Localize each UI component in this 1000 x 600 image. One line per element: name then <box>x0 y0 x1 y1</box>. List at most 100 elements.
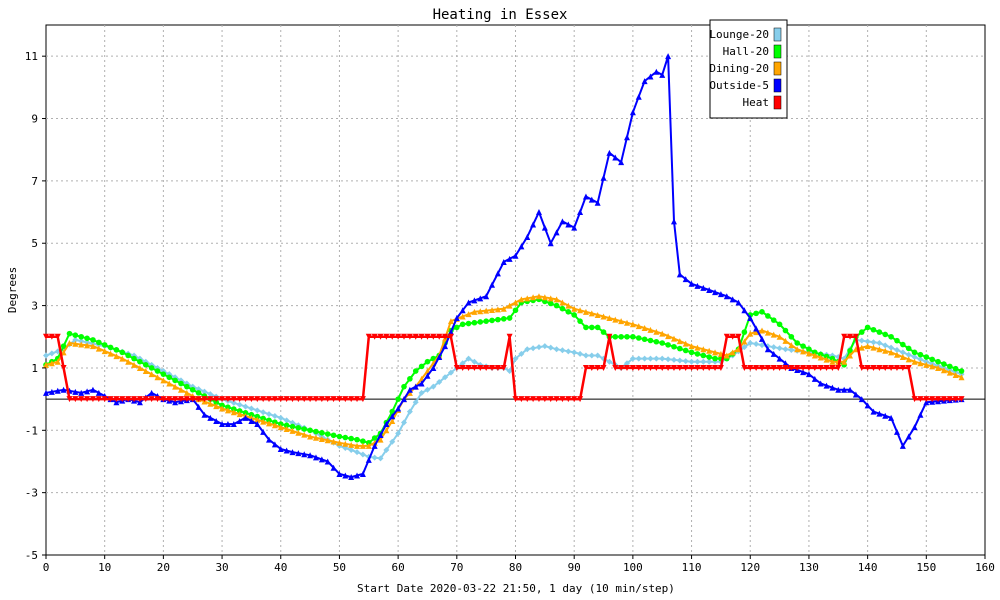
data-point-hall-20 <box>67 331 73 337</box>
data-point-hall-20 <box>137 359 143 365</box>
data-point-hall-20 <box>882 332 888 338</box>
data-point-hall-20 <box>906 346 912 352</box>
data-point-hall-20 <box>677 346 683 352</box>
data-point-hall-20 <box>959 368 965 374</box>
legend-swatch-outside-5 <box>774 79 781 92</box>
data-point-hall-20 <box>90 337 96 343</box>
data-point-hall-20 <box>331 432 337 438</box>
data-point-hall-20 <box>119 350 125 356</box>
data-point-hall-20 <box>343 435 349 441</box>
data-point-hall-20 <box>96 340 102 346</box>
data-point-hall-20 <box>190 387 196 393</box>
data-point-hall-20 <box>595 325 601 331</box>
data-point-hall-20 <box>161 371 167 377</box>
y-axis-label: Degrees <box>6 267 19 313</box>
data-point-hall-20 <box>577 318 583 324</box>
data-point-hall-20 <box>307 427 313 433</box>
data-point-hall-20 <box>759 309 765 315</box>
data-point-hall-20 <box>659 340 665 346</box>
data-point-hall-20 <box>953 366 959 372</box>
x-tick-label: 110 <box>682 561 702 574</box>
data-point-hall-20 <box>125 353 131 359</box>
data-point-hall-20 <box>654 339 660 345</box>
data-point-hall-20 <box>513 307 519 313</box>
chart-title: Heating in Essex <box>433 7 568 23</box>
data-point-hall-20 <box>149 365 155 371</box>
data-point-hall-20 <box>114 347 120 353</box>
data-point-hall-20 <box>73 332 79 338</box>
data-point-hall-20 <box>935 359 941 365</box>
data-point-hall-20 <box>742 329 748 335</box>
data-point-hall-20 <box>771 317 777 323</box>
data-point-hall-20 <box>877 329 883 335</box>
data-point-hall-20 <box>783 328 789 334</box>
data-point-hall-20 <box>683 348 689 354</box>
data-point-hall-20 <box>172 378 178 384</box>
data-point-hall-20 <box>296 425 302 431</box>
data-point-hall-20 <box>501 316 507 322</box>
x-tick-label: 50 <box>333 561 346 574</box>
data-point-hall-20 <box>301 426 307 432</box>
x-tick-label: 100 <box>623 561 643 574</box>
data-point-hall-20 <box>395 396 401 402</box>
data-point-hall-20 <box>507 315 513 321</box>
data-point-hall-20 <box>777 321 783 327</box>
data-point-hall-20 <box>665 342 671 348</box>
x-tick-label: 10 <box>98 561 111 574</box>
data-point-hall-20 <box>548 301 554 307</box>
data-point-hall-20 <box>636 335 642 341</box>
data-point-hall-20 <box>554 303 560 309</box>
y-tick-label: 11 <box>25 50 38 63</box>
x-tick-label: 20 <box>157 561 170 574</box>
data-point-hall-20 <box>859 329 865 335</box>
x-tick-label: 0 <box>43 561 50 574</box>
legend-swatch-lounge-20 <box>774 28 781 41</box>
y-tick-label: -3 <box>25 487 38 500</box>
data-point-hall-20 <box>601 329 607 335</box>
x-tick-label: 30 <box>215 561 228 574</box>
data-point-hall-20 <box>912 350 918 356</box>
data-point-hall-20 <box>483 318 489 324</box>
data-point-hall-20 <box>941 361 947 367</box>
data-point-hall-20 <box>454 325 460 331</box>
x-tick-label: 70 <box>450 561 463 574</box>
data-point-hall-20 <box>425 359 431 365</box>
data-point-hall-20 <box>560 306 566 312</box>
legend-swatch-heat <box>774 96 781 109</box>
data-point-hall-20 <box>794 340 800 346</box>
data-point-hall-20 <box>184 384 190 390</box>
data-point-hall-20 <box>871 327 877 333</box>
data-point-hall-20 <box>701 353 707 359</box>
y-tick-label: 7 <box>31 175 38 188</box>
data-point-hall-20 <box>929 357 935 363</box>
y-tick-label: 5 <box>31 237 38 250</box>
data-point-hall-20 <box>765 313 771 319</box>
x-tick-label: 90 <box>568 561 581 574</box>
data-point-hall-20 <box>566 309 572 315</box>
legend-label-lounge-20: Lounge-20 <box>709 28 769 41</box>
data-point-hall-20 <box>495 317 501 323</box>
data-point-hall-20 <box>800 343 806 349</box>
y-tick-label: 3 <box>31 300 38 313</box>
data-point-hall-20 <box>589 325 595 331</box>
data-point-hall-20 <box>489 318 495 324</box>
data-point-hall-20 <box>477 319 483 325</box>
x-tick-label: 160 <box>975 561 995 574</box>
data-point-hall-20 <box>166 374 172 380</box>
data-point-hall-20 <box>753 311 759 317</box>
data-point-hall-20 <box>155 368 161 374</box>
data-point-hall-20 <box>947 364 953 370</box>
y-tick-label: -5 <box>25 549 38 562</box>
y-tick-label: -1 <box>25 424 38 437</box>
y-tick-label: 1 <box>31 362 38 375</box>
data-point-hall-20 <box>460 321 466 327</box>
data-point-hall-20 <box>618 334 624 340</box>
data-point-hall-20 <box>196 390 202 396</box>
data-point-hall-20 <box>612 334 618 340</box>
data-point-hall-20 <box>695 351 701 357</box>
data-point-hall-20 <box>354 437 360 443</box>
data-point-hall-20 <box>689 350 695 356</box>
legend-swatch-hall-20 <box>774 45 781 58</box>
